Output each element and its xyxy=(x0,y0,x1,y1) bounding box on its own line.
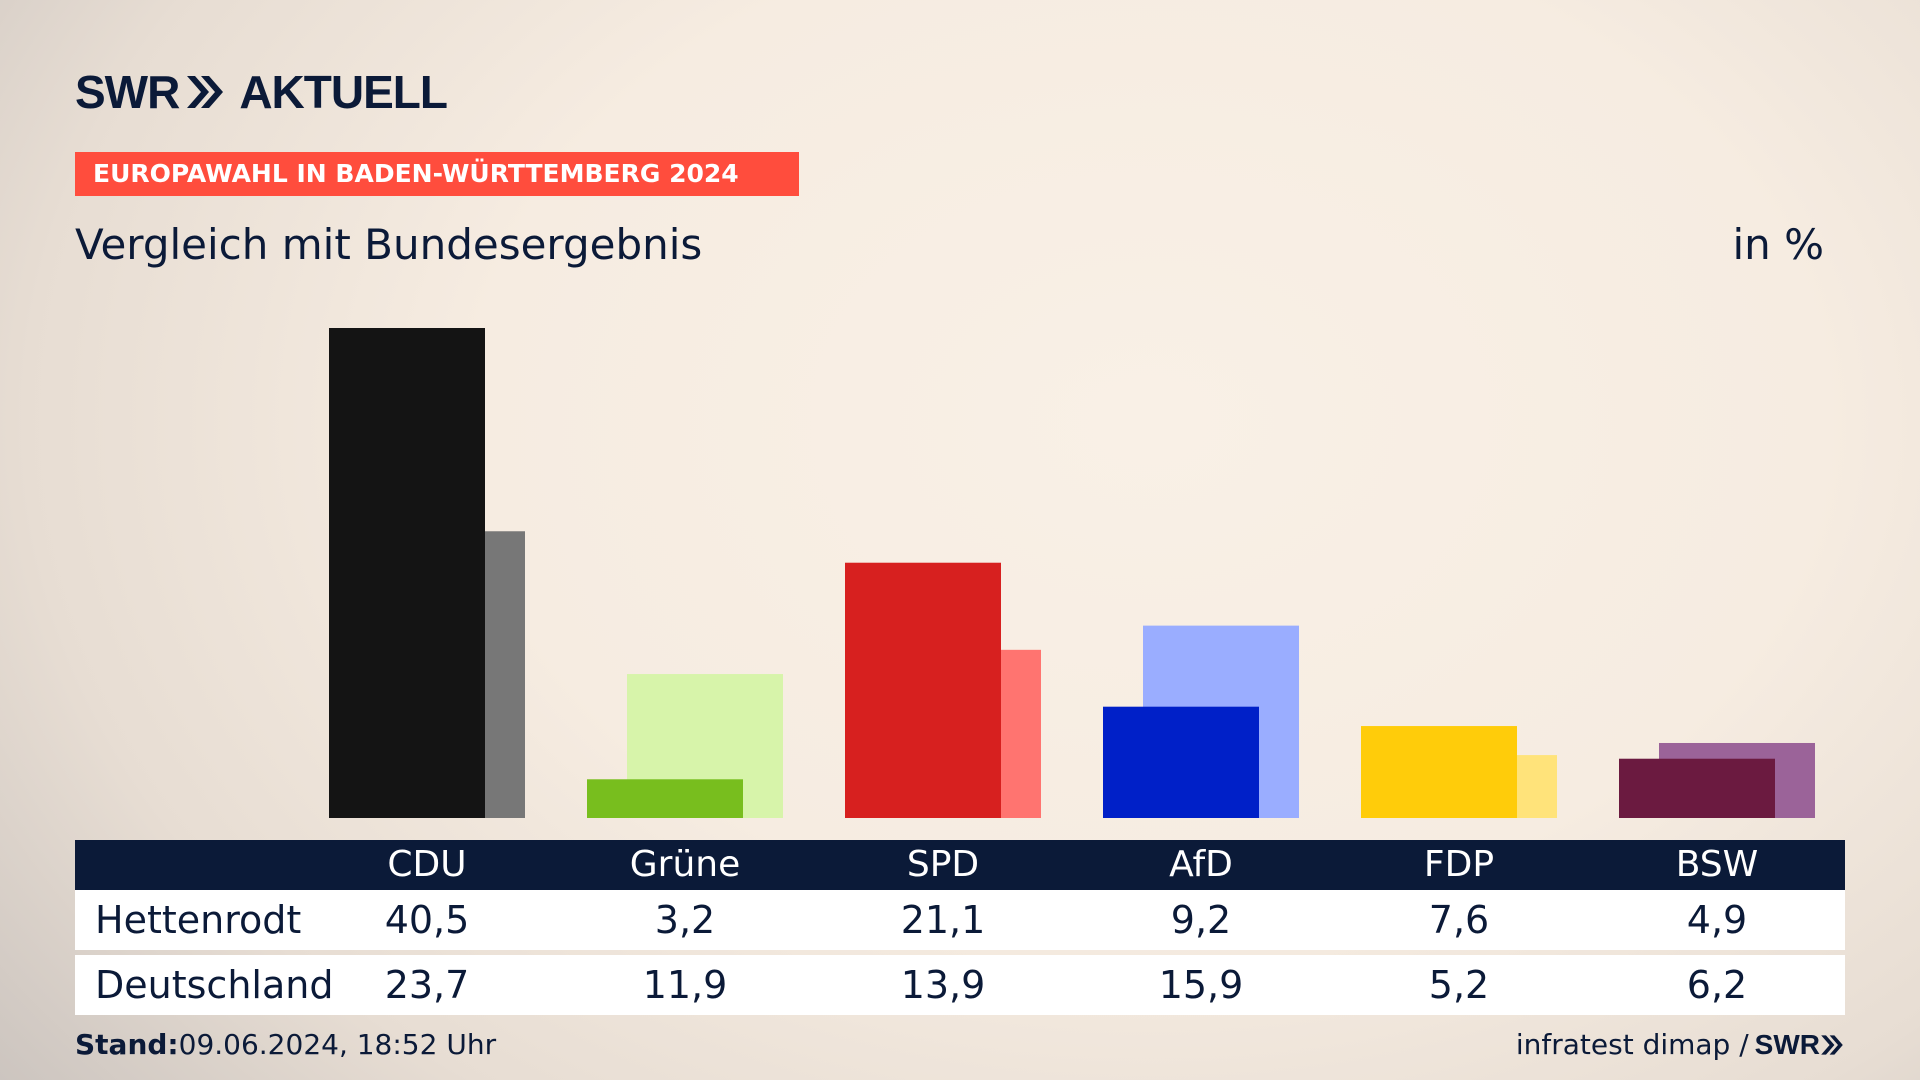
table-row: Deutschland 23,7 11,9 13,9 15,9 5,2 6,2 xyxy=(75,955,1845,1015)
table-cell: 5,2 xyxy=(1428,963,1490,1007)
swr-aktuell-logo: SWR AKTUELL xyxy=(75,66,448,118)
column-header-cdu: CDU xyxy=(387,844,467,885)
double-chevron-icon xyxy=(1821,1034,1843,1055)
bar-hettenrodt-fdp xyxy=(1361,726,1517,818)
table-cell: 7,6 xyxy=(1428,898,1490,942)
table-cell: 13,9 xyxy=(900,963,986,1007)
bar-hettenrodt-bsw xyxy=(1619,758,1775,818)
logo-swr-text: SWR xyxy=(75,66,180,118)
table-cell: 4,9 xyxy=(1686,898,1748,942)
swr-small-logo: SWR xyxy=(1755,1029,1844,1061)
bar-hettenrodt-afd xyxy=(1103,706,1259,818)
table-header: CDU Grüne SPD AfD FDP BSW xyxy=(75,840,1845,890)
swr-small-text: SWR xyxy=(1754,1028,1820,1060)
source-separator: / xyxy=(1739,1028,1749,1061)
bar-hettenrodt-cdu xyxy=(329,328,485,818)
source-credit: infratest dimap / SWR xyxy=(1516,1028,1844,1061)
column-header-afd: AfD xyxy=(1169,844,1233,885)
row-label: Hettenrodt xyxy=(95,898,302,942)
election-tagline: EUROPAWAHL IN BADEN-WÜRTTEMBERG 2024 xyxy=(75,152,799,196)
bar-chart xyxy=(329,328,1815,818)
table-cell: 9,2 xyxy=(1170,898,1232,942)
table-cell: 21,1 xyxy=(900,898,986,942)
bar-hettenrodt-gr-ne xyxy=(587,779,743,818)
table-cell: 40,5 xyxy=(384,898,470,942)
chart-title: Vergleich mit Bundesergebnis xyxy=(75,220,703,269)
table-cell: 11,9 xyxy=(642,963,728,1007)
table-cell: 3,2 xyxy=(654,898,716,942)
column-header-spd: SPD xyxy=(906,844,980,885)
table-cell: 6,2 xyxy=(1686,963,1748,1007)
source-text: infratest dimap xyxy=(1515,1028,1731,1061)
stand-label: Stand: xyxy=(75,1028,179,1061)
unit-label: in % xyxy=(1732,220,1824,269)
table-row: Hettenrodt 40,5 3,2 21,1 9,2 7,6 4,9 xyxy=(75,890,1845,950)
double-chevron-icon xyxy=(187,76,224,108)
results-table: CDU Grüne SPD AfD FDP BSW Hettenrodt 40,5 3,2 2… xyxy=(75,840,1845,1015)
stand-value: 09.06.2024, 18:52 Uhr xyxy=(178,1028,497,1061)
bar-hettenrodt-spd xyxy=(845,562,1001,818)
table-cell: 23,7 xyxy=(384,963,470,1007)
column-header-fdp: FDP xyxy=(1423,844,1495,885)
logo-aktuell-text: AKTUELL xyxy=(239,66,448,118)
column-header-bsw: BSW xyxy=(1675,844,1759,885)
row-label: Deutschland xyxy=(95,963,334,1007)
table-cell: 15,9 xyxy=(1158,963,1244,1007)
column-header-gr-ne: Grüne xyxy=(629,844,741,885)
timestamp: Stand:09.06.2024, 18:52 Uhr xyxy=(75,1028,496,1061)
